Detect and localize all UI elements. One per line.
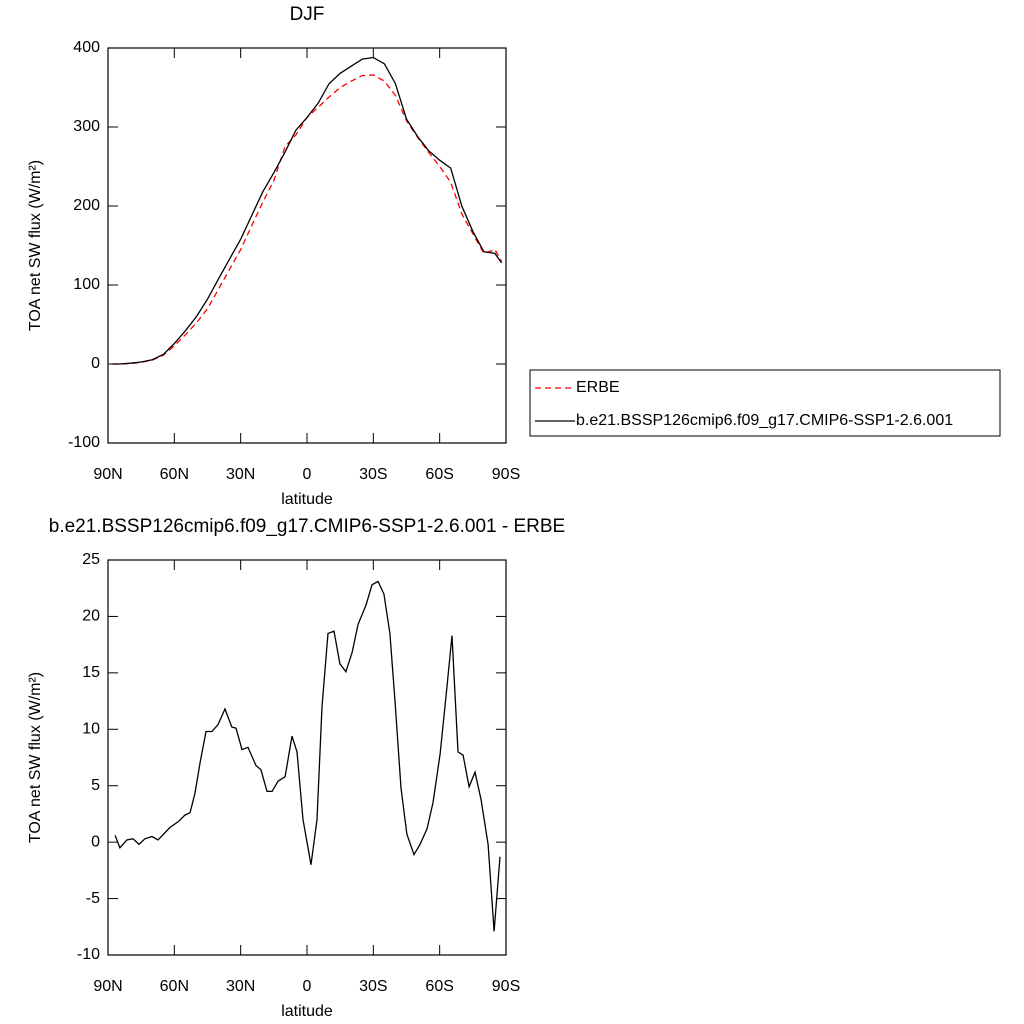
legend-label: ERBE	[576, 379, 620, 396]
x-tick-label: 0	[303, 978, 312, 995]
legend-box	[529, 369, 1001, 437]
y-tick-label: 10	[82, 721, 100, 738]
chart-title: b.e21.BSSP126cmip6.f09_g17.CMIP6-SSP1-2.…	[49, 516, 565, 537]
x-tick-label: 30N	[226, 466, 255, 483]
y-tick-label: 400	[73, 39, 100, 56]
chart-title: DJF	[290, 4, 325, 25]
y-tick-label: 200	[73, 197, 100, 214]
y-tick-label: -100	[68, 434, 100, 451]
y-axis-title: TOA net SW flux (W/m²)	[27, 160, 44, 331]
y-tick-label: -5	[86, 890, 100, 907]
x-tick-label: 90N	[93, 466, 122, 483]
x-tick-label: 60N	[160, 466, 189, 483]
y-tick-label: 300	[73, 118, 100, 135]
x-tick-label: 30S	[359, 466, 387, 483]
data-line	[114, 580, 501, 932]
y-tick-label: 100	[73, 276, 100, 293]
x-tick-label: 60N	[160, 978, 189, 995]
y-tick-label: 20	[82, 608, 100, 625]
x-axis-title: latitude	[281, 1003, 333, 1020]
y-tick-label: 15	[82, 664, 100, 681]
legend-label: b.e21.BSSP126cmip6.f09_g17.CMIP6-SSP1-2.…	[576, 412, 953, 429]
x-tick-label: 90N	[93, 978, 122, 995]
y-tick-label: -10	[77, 946, 100, 963]
y-tick-label: 0	[91, 833, 100, 850]
plot-frame	[107, 559, 507, 956]
x-tick-label: 0	[303, 466, 312, 483]
x-tick-label: 30S	[359, 978, 387, 995]
data-line	[112, 56, 503, 365]
y-tick-label: 5	[91, 777, 100, 794]
plot-frame	[107, 47, 507, 444]
x-tick-label: 60S	[425, 978, 453, 995]
x-tick-label: 60S	[425, 466, 453, 483]
x-tick-label: 90S	[492, 978, 520, 995]
x-tick-label: 90S	[492, 466, 520, 483]
x-tick-label: 30N	[226, 978, 255, 995]
x-axis-title: latitude	[281, 491, 333, 508]
y-tick-label: 25	[82, 551, 100, 568]
y-axis-title: TOA net SW flux (W/m²)	[27, 672, 44, 843]
y-tick-label: 0	[91, 355, 100, 372]
